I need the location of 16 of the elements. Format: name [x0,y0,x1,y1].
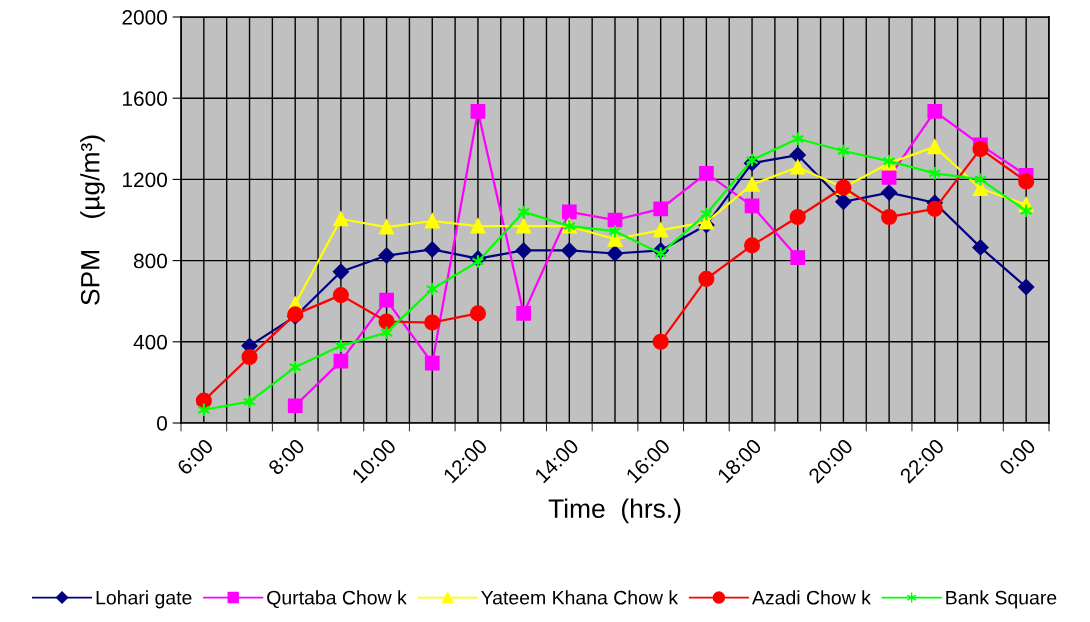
y-tick-label: 0 [157,416,167,431]
x-tick-label: 6:00 [176,437,215,476]
y-tick-label: 2000 [122,10,167,25]
y-axis-title: SPM (µg/m³) [80,135,105,305]
x-tick-label: 8:00 [267,437,306,476]
legend-label: Azadi Chow k [752,590,871,605]
y-tick-label: 1600 [123,91,167,106]
legend-label: Bank Square [946,590,1057,609]
y-tick-label: 400 [133,334,167,350]
legend-label: Qurtaba Chow k [267,590,407,609]
y-tick-label: 1200 [123,172,167,188]
legend-label: Lohari gate [96,590,192,609]
x-tick-label: 0:00 [998,437,1037,476]
x-axis-title: Time (hrs.) [548,498,681,524]
y-tick-label: 800 [133,253,167,269]
legend-label: Yateem Khana Chow k [481,590,679,605]
